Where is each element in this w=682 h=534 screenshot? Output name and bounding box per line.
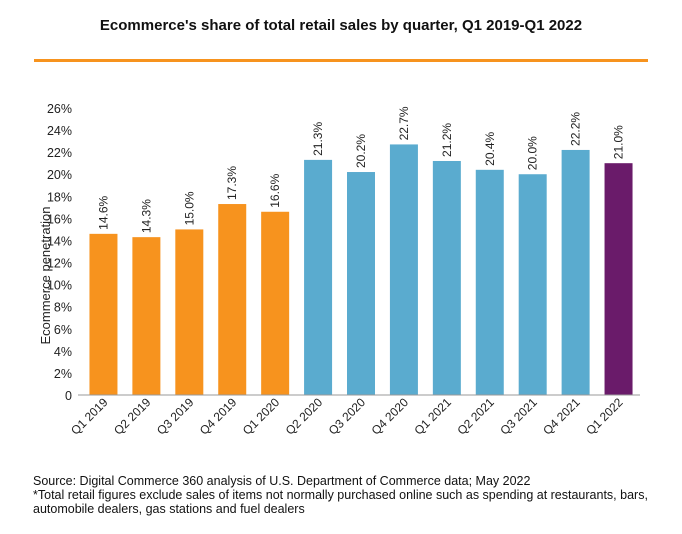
bar bbox=[175, 229, 204, 395]
bar bbox=[347, 172, 375, 395]
data-label: 20.0% bbox=[526, 136, 540, 170]
bar bbox=[132, 237, 161, 395]
y-axis-label: Ecommerce penetration bbox=[38, 206, 53, 344]
bar bbox=[518, 174, 547, 395]
data-label: 21.3% bbox=[311, 122, 325, 156]
bar bbox=[89, 233, 118, 395]
y-tick-label: 2% bbox=[54, 367, 72, 381]
data-label: 14.6% bbox=[96, 195, 110, 229]
x-tick-label: Q3 2021 bbox=[497, 395, 540, 438]
bar bbox=[604, 163, 633, 395]
data-label: 17.3% bbox=[225, 166, 239, 200]
y-tick-label: 10% bbox=[47, 279, 72, 293]
bar bbox=[475, 169, 504, 395]
chart-footer: Source: Digital Commerce 360 analysis of… bbox=[33, 474, 653, 516]
y-tick-label: 12% bbox=[47, 257, 72, 271]
bar bbox=[432, 160, 461, 395]
y-tick-label: 6% bbox=[54, 323, 72, 337]
data-label: 15.0% bbox=[182, 191, 196, 225]
y-tick-label: 24% bbox=[47, 124, 72, 138]
x-tick-label: Q1 2019 bbox=[68, 395, 111, 438]
y-tick-label: 18% bbox=[47, 190, 72, 204]
bar-chart: 0 2% 4% 6% 8% 10% 12% 14% 16% 18% 20% 22% 24% 26% Ecom… bbox=[38, 102, 640, 438]
bar bbox=[261, 211, 290, 395]
y-tick-label: 26% bbox=[47, 102, 72, 116]
bar bbox=[218, 204, 247, 395]
data-label: 21.0% bbox=[612, 125, 626, 159]
data-label: 21.2% bbox=[440, 123, 454, 157]
footnote: *Total retail figures exclude sales of i… bbox=[33, 488, 648, 516]
data-label: 22.2% bbox=[569, 112, 583, 146]
data-label: 20.2% bbox=[354, 134, 368, 168]
x-tick-label: Q3 2020 bbox=[326, 395, 369, 438]
y-tick-label: 0 bbox=[65, 389, 72, 403]
x-tick-label: Q2 2019 bbox=[111, 395, 154, 438]
x-tick-label: Q2 2020 bbox=[283, 395, 326, 438]
source-note: Source: Digital Commerce 360 analysis of… bbox=[33, 474, 531, 488]
y-tick-label: 4% bbox=[54, 345, 72, 359]
chart-title: Ecommerce's share of total retail sales … bbox=[99, 17, 583, 34]
y-tick-label: 16% bbox=[47, 212, 72, 226]
x-tick-label: Q4 2019 bbox=[197, 395, 240, 438]
y-tick-label: 14% bbox=[47, 234, 72, 248]
x-tick-label: Q4 2020 bbox=[369, 395, 412, 438]
y-tick-label: 22% bbox=[47, 146, 72, 160]
data-label: 14.3% bbox=[139, 199, 153, 233]
x-tick-label: Q3 2019 bbox=[154, 395, 197, 438]
y-tick-label: 8% bbox=[54, 301, 72, 315]
y-tick-label: 20% bbox=[47, 168, 72, 182]
data-label: 16.6% bbox=[268, 173, 282, 207]
bar bbox=[304, 159, 333, 395]
x-tick-label: Q1 2022 bbox=[583, 395, 626, 438]
bar bbox=[561, 149, 590, 395]
x-tick-label: Q1 2020 bbox=[240, 395, 283, 438]
data-label: 22.7% bbox=[397, 106, 411, 140]
x-tick-label: Q1 2021 bbox=[412, 395, 455, 438]
bar bbox=[389, 144, 418, 395]
title-divider bbox=[34, 59, 648, 62]
x-tick-label: Q4 2021 bbox=[540, 395, 583, 438]
data-label: 20.4% bbox=[483, 131, 497, 165]
x-tick-label: Q2 2021 bbox=[454, 395, 497, 438]
